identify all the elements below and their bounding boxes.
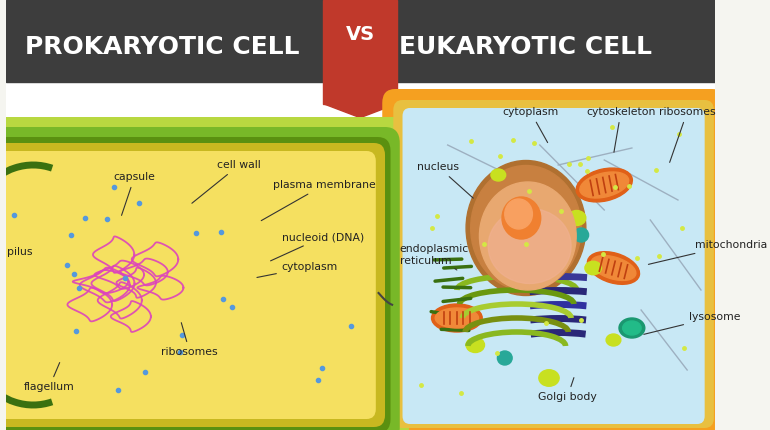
Text: nucleus: nucleus [417,162,474,198]
Ellipse shape [505,199,532,229]
Ellipse shape [431,304,482,332]
Text: capsule: capsule [113,172,156,215]
Text: Golgi body: Golgi body [538,378,597,402]
Text: mitochondria: mitochondria [648,240,767,264]
Text: endoplasmic
reticulum: endoplasmic reticulum [400,244,469,270]
Ellipse shape [466,338,484,353]
Ellipse shape [606,334,621,346]
Ellipse shape [619,318,644,338]
Ellipse shape [539,370,559,386]
Bar [5,0,339,82]
Text: pilus: pilus [8,247,33,257]
Ellipse shape [585,261,601,275]
FancyBboxPatch shape [0,127,400,430]
Ellipse shape [588,252,640,284]
Text: ribosomes: ribosomes [659,107,715,163]
Ellipse shape [497,351,512,365]
Text: EUKARYOTIC CELL: EUKARYOTIC CELL [400,35,652,59]
Ellipse shape [580,172,628,198]
FancyBboxPatch shape [0,117,409,430]
Text: nucleoid (DNA): nucleoid (DNA) [270,232,364,261]
Text: ribosomes: ribosomes [162,322,218,357]
FancyBboxPatch shape [0,151,376,419]
Ellipse shape [591,255,636,280]
Ellipse shape [466,160,586,295]
Bar [5,415,715,430]
Text: cytoplasm: cytoplasm [503,107,559,143]
FancyBboxPatch shape [382,89,725,430]
Text: flagellum: flagellum [24,362,75,392]
Ellipse shape [502,197,541,239]
FancyBboxPatch shape [403,108,705,424]
Bar [381,0,715,82]
Ellipse shape [488,209,571,283]
Text: cytoskeleton: cytoskeleton [586,107,655,152]
Text: cell wall: cell wall [192,160,261,203]
FancyBboxPatch shape [393,100,714,428]
Ellipse shape [567,211,586,225]
Ellipse shape [435,308,478,328]
Ellipse shape [623,321,641,335]
FancyBboxPatch shape [0,143,385,427]
Ellipse shape [491,169,506,181]
Polygon shape [323,104,397,118]
Ellipse shape [470,166,581,291]
Text: lysosome: lysosome [644,312,741,335]
Ellipse shape [574,228,588,242]
Bar [323,0,397,104]
Text: PROKARYOTIC CELL: PROKARYOTIC CELL [25,35,300,59]
Text: plasma membrane: plasma membrane [261,180,376,221]
Text: VS: VS [346,25,375,44]
Ellipse shape [480,182,576,290]
Text: cytoplasm: cytoplasm [257,262,338,277]
Bar [5,82,715,430]
FancyBboxPatch shape [0,137,390,430]
Ellipse shape [576,168,632,202]
